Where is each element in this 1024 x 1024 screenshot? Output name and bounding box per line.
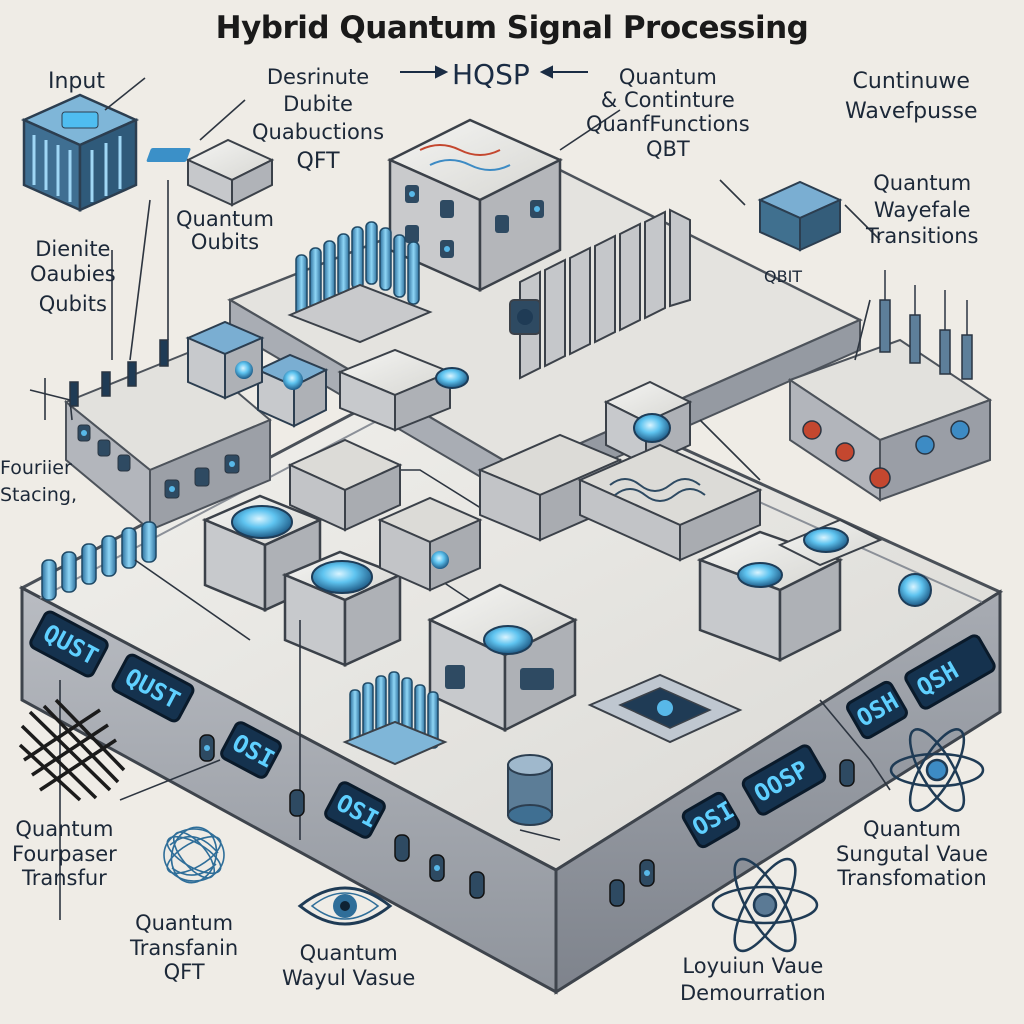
cube-right-small bbox=[757, 180, 843, 252]
atom-icon bbox=[711, 857, 819, 953]
label-quantum-oubits: Quantum Oubits bbox=[176, 207, 275, 254]
label-continuwe: Cuntinuwe Wavefpusse bbox=[845, 69, 978, 124]
cube-small-left bbox=[146, 138, 275, 207]
cube-input-heatsink bbox=[20, 93, 140, 212]
panel-screens: QUST QUST OSI OSI OOSP OSI QSH OSH bbox=[29, 610, 996, 907]
label-wayul-vasue: Quantum Wayul Vasue bbox=[282, 941, 416, 990]
label-sungutal-transformation: Quantum Sungutal Vaue Transfomation bbox=[836, 817, 989, 891]
label-input: Input bbox=[48, 69, 105, 94]
tangle-sphere-icon bbox=[163, 826, 225, 884]
cube-center bbox=[427, 583, 578, 733]
chip-module bbox=[587, 673, 743, 744]
probe-cluster-left bbox=[69, 339, 169, 407]
diagram-title: Hybrid Quantum Signal Processing bbox=[215, 10, 809, 46]
label-fourier-stacking: Fouriier Stacing, bbox=[0, 457, 78, 506]
grid-mesh-icon bbox=[18, 698, 126, 802]
label-qbit-small: QBIT bbox=[764, 267, 803, 286]
fin-stack-center bbox=[342, 671, 448, 766]
cube-right-pair bbox=[696, 518, 932, 663]
right-module-platform bbox=[787, 270, 993, 502]
label-discrete-qft: Desrinute Dubite Quabuctions QFT bbox=[252, 65, 385, 175]
lcd-screen-3: OSI bbox=[220, 721, 282, 779]
eye-icon bbox=[297, 886, 393, 926]
hqsp-arrows bbox=[400, 65, 588, 79]
server-rack bbox=[509, 208, 691, 380]
lcd-screen-4: OSI bbox=[324, 781, 386, 839]
cylinder-module bbox=[507, 754, 553, 826]
label-loyuiun-demourration: Loyuiun Vaue Demourration bbox=[680, 954, 826, 1005]
label-qft-fourpaser: Quantum Fourpaser Transfur bbox=[12, 817, 117, 891]
atom-icon bbox=[889, 728, 985, 812]
label-dienite-qubits: Dienite Oaubies Qubits bbox=[30, 237, 116, 317]
upper-modules bbox=[287, 433, 763, 592]
label-wavefale-transitions: Quantum Wayefale Transitions bbox=[866, 171, 979, 249]
fin-stack-left bbox=[41, 521, 157, 601]
label-transfanin-qft: Quantum Transfanin QFT bbox=[130, 911, 239, 985]
cube-mid-row bbox=[185, 320, 693, 467]
hqsp-center-label: HQSP bbox=[452, 58, 530, 91]
fin-stack-top bbox=[287, 221, 433, 344]
label-quantum-continuous: Quantum & Continture QuanfFunctions QBT bbox=[586, 65, 750, 162]
